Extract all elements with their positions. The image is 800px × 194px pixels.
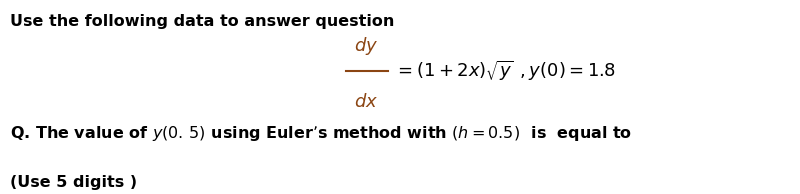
Text: $\mathit{dx}$: $\mathit{dx}$ [354,93,378,111]
Text: $\mathit{dy}$: $\mathit{dy}$ [354,35,378,57]
Text: (Use 5 digits ): (Use 5 digits ) [10,175,138,190]
Text: $= (1 + 2x)\sqrt{y}\;\,,y(0) = 1.8$: $= (1 + 2x)\sqrt{y}\;\,,y(0) = 1.8$ [394,59,616,83]
Text: Q. The value of $y(0.\,5)$ using Euler’s method with $(h = 0.5)$  is  equal to: Q. The value of $y(0.\,5)$ using Euler’s… [10,124,633,143]
Text: Use the following data to answer question: Use the following data to answer questio… [10,14,394,29]
